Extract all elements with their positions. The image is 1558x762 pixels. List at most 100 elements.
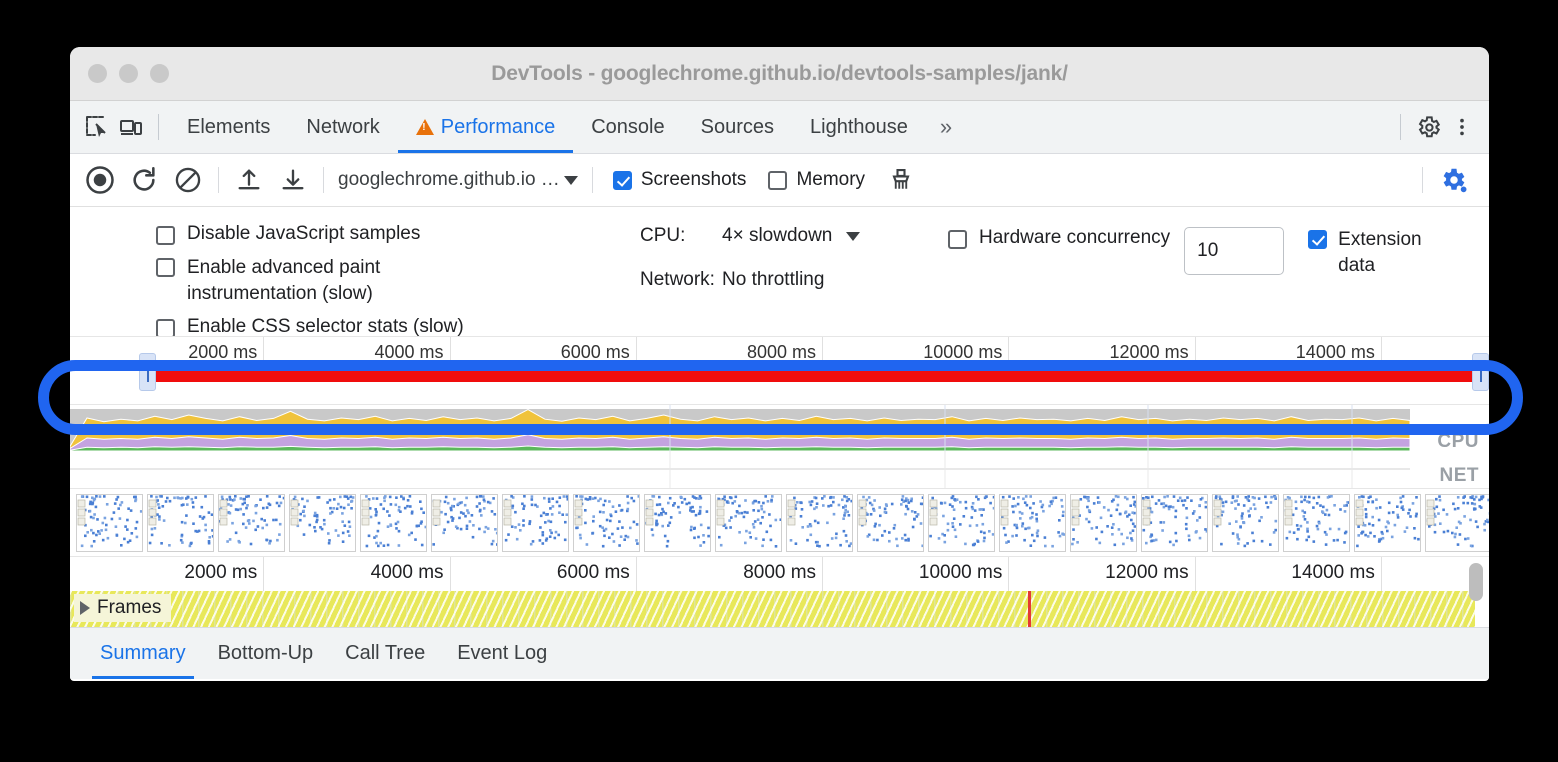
screenshots-filmstrip[interactable]	[70, 489, 1489, 557]
advanced-paint-instrumentation-checkbox[interactable]: Enable advanced paint instrumentation (s…	[156, 255, 616, 306]
cpu-throttling-select[interactable]: 4× slowdown	[722, 225, 861, 247]
settings-gear-icon[interactable]	[1411, 112, 1445, 142]
filmstrip-frame[interactable]	[786, 493, 853, 552]
frame-thumbnail	[148, 494, 213, 547]
overview-time-ruler[interactable]: 2000 ms 4000 ms 6000 ms 8000 ms 10000 ms 1200…	[70, 337, 1489, 371]
inspect-element-icon[interactable]	[80, 112, 114, 142]
frame-thumbnail	[1071, 494, 1136, 546]
frame-thumbnail	[645, 494, 710, 547]
network-throttling-select[interactable]: No throttling	[722, 269, 824, 291]
overview-window-right-handle[interactable]	[1472, 353, 1489, 391]
toolbar-divider	[218, 167, 219, 193]
timeline-scrollbar-thumb[interactable]	[1469, 563, 1483, 601]
target-url-value: googlechrome.github.io …	[338, 169, 560, 190]
filmstrip-frame[interactable]	[1070, 493, 1137, 552]
css-selector-stats-label: Enable CSS selector stats (slow)	[187, 316, 464, 337]
filmstrip-frame[interactable]	[147, 493, 214, 552]
filmstrip-frame[interactable]	[502, 493, 569, 552]
minimize-button-icon[interactable]	[119, 64, 138, 83]
detail-time-ruler[interactable]: 2000 ms 4000 ms 6000 ms 8000 ms 10000 ms 1200…	[70, 557, 1489, 601]
checkbox-box	[1308, 230, 1328, 249]
more-tabs-chevron-icon[interactable]: »	[939, 114, 952, 139]
ruler-tick-label: 14000 ms	[1291, 562, 1375, 583]
hardware-concurrency-input[interactable]: 10	[1184, 227, 1285, 275]
tab-label: Performance	[440, 115, 556, 138]
window-traffic-lights[interactable]	[88, 64, 169, 83]
hardware-concurrency-checkbox[interactable]: Hardware concurrency	[948, 227, 1170, 249]
tab-label: Event Log	[457, 642, 548, 664]
filmstrip-frame[interactable]	[1425, 493, 1489, 552]
tab-event-log[interactable]: Event Log	[441, 628, 563, 679]
ruler-tick: 12000 ms	[70, 557, 1196, 591]
memory-checkbox[interactable]: Memory	[768, 169, 865, 191]
tab-call-tree[interactable]: Call Tree	[329, 628, 441, 679]
filmstrip-frame[interactable]	[715, 493, 782, 552]
filmstrip-frame[interactable]	[360, 493, 427, 552]
frames-track[interactable]: Frames	[70, 591, 1489, 627]
filmstrip-frame[interactable]	[573, 493, 640, 552]
filmstrip-frame[interactable]	[1212, 493, 1279, 552]
ruler-tick-label: 4000 ms	[370, 562, 444, 583]
filmstrip-frame[interactable]	[431, 493, 498, 552]
ruler-tick-label: 2000 ms	[188, 342, 258, 362]
screenshots-checkbox[interactable]: Screenshots	[612, 169, 746, 191]
tab-summary[interactable]: Summary	[84, 628, 202, 679]
filmstrip-frame[interactable]	[1141, 493, 1208, 552]
ruler-tick: 6000 ms	[70, 557, 637, 591]
tab-sources[interactable]: Sources	[683, 101, 792, 153]
tab-elements[interactable]: Elements	[169, 101, 288, 153]
frame-thumbnail	[1213, 494, 1278, 547]
filmstrip-frame[interactable]	[218, 493, 285, 552]
disable-js-samples-checkbox[interactable]: Disable JavaScript samples	[156, 223, 616, 245]
filmstrip-frame[interactable]	[1354, 493, 1421, 552]
close-button-icon[interactable]	[88, 64, 107, 83]
ruler-tick-label: 6000 ms	[556, 562, 630, 583]
checkbox-box	[768, 170, 788, 190]
checkbox-box	[156, 226, 175, 245]
ruler-tick: 14000 ms	[70, 557, 1382, 591]
tab-bottom-up[interactable]: Bottom-Up	[202, 628, 330, 679]
frame-thumbnail	[787, 494, 852, 547]
toolbar-divider	[158, 114, 159, 140]
frame-thumbnail	[574, 494, 639, 547]
net-overview-graph[interactable]: NET	[70, 451, 1489, 489]
tab-label: Sources	[700, 115, 774, 138]
throttling-column: CPU: 4× slowdown Network: No throttling	[640, 225, 861, 313]
filmstrip-frame[interactable]	[1283, 493, 1350, 552]
net-graph-label: NET	[1439, 465, 1479, 486]
collect-garbage-icon[interactable]	[879, 160, 923, 200]
tab-performance[interactable]: Performance	[397, 101, 574, 153]
filmstrip-frame[interactable]	[76, 493, 143, 552]
record-icon[interactable]	[78, 160, 122, 200]
timeline-overview-pane[interactable]: 2000 ms 4000 ms 6000 ms 8000 ms 10000 ms 1200…	[70, 337, 1489, 405]
filmstrip-frame[interactable]	[289, 493, 356, 552]
clear-icon[interactable]	[166, 160, 210, 200]
toolbar-divider	[591, 167, 593, 193]
download-icon[interactable]	[271, 160, 315, 200]
target-url-select[interactable]: googlechrome.github.io …	[332, 169, 584, 191]
filmstrip-frame[interactable]	[644, 493, 711, 552]
cpu-overview-graph[interactable]: CPU	[70, 405, 1489, 451]
filmstrip-frame[interactable]	[999, 493, 1066, 552]
filmstrip-frame[interactable]	[857, 493, 924, 552]
overview-window-left-handle[interactable]	[139, 353, 156, 391]
panel-tabs: Elements Network Performance Console Sou…	[169, 101, 963, 153]
cpu-series-painting	[70, 445, 1411, 451]
device-toolbar-icon[interactable]	[114, 112, 148, 142]
filmstrip-frame[interactable]	[928, 493, 995, 552]
maximize-button-icon[interactable]	[150, 64, 169, 83]
upload-icon[interactable]	[227, 160, 271, 200]
hardware-concurrency-value: 10	[1197, 240, 1219, 261]
tab-lighthouse[interactable]: Lighthouse	[792, 101, 926, 153]
tab-network[interactable]: Network	[288, 101, 397, 153]
extension-data-checkbox[interactable]: Extension data	[1308, 227, 1448, 278]
ruler-tick: 10000 ms	[70, 337, 1010, 371]
tab-console[interactable]: Console	[573, 101, 682, 153]
capture-settings-gear-icon[interactable]	[1431, 160, 1475, 200]
css-selector-stats-checkbox[interactable]: Enable CSS selector stats (slow)	[156, 316, 616, 337]
reload-record-icon[interactable]	[122, 160, 166, 200]
more-options-icon[interactable]	[1445, 112, 1479, 142]
frames-expand-button[interactable]: Frames	[74, 594, 172, 622]
tabstrip-right-actions	[1390, 112, 1489, 142]
frame-thumbnail	[929, 494, 994, 546]
